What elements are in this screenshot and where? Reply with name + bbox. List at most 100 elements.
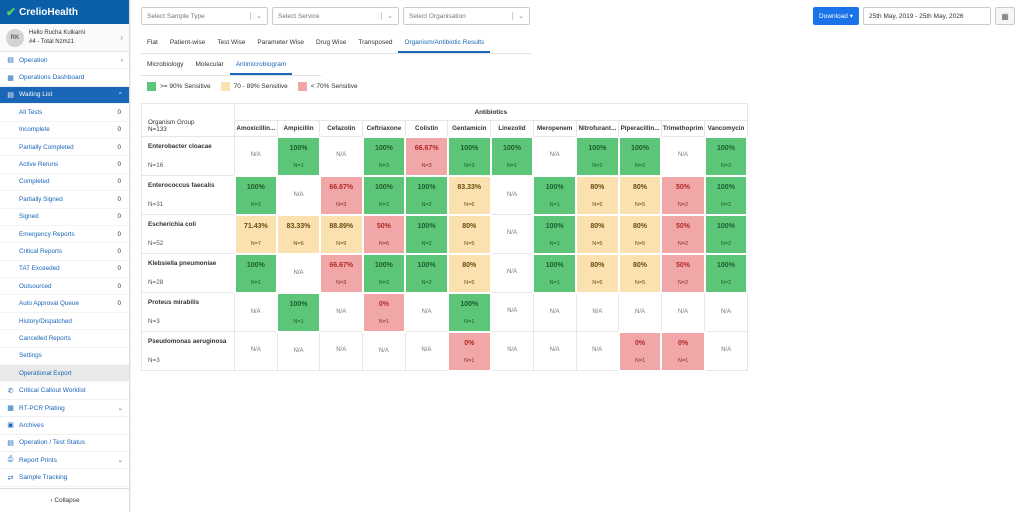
sensitivity-cell[interactable]: N/A xyxy=(704,292,748,332)
column-header[interactable]: Linezolid xyxy=(490,120,534,137)
sensitivity-cell[interactable]: 100% N=1 xyxy=(276,135,321,177)
column-header[interactable]: Amoxicillin... xyxy=(234,120,278,137)
sensitivity-cell[interactable]: 50% N=6 xyxy=(361,213,407,255)
sensitivity-cell[interactable]: 80% N=5 xyxy=(575,213,620,255)
sensitivity-cell[interactable]: 100% N=1 xyxy=(276,291,321,333)
sensitivity-cell[interactable]: N/A xyxy=(532,136,577,176)
download-button[interactable]: Download ▾ xyxy=(813,7,859,25)
sensitivity-cell[interactable]: N/A xyxy=(660,136,706,176)
sensitivity-cell[interactable]: N/A xyxy=(404,292,449,332)
sensitivity-cell[interactable]: N/A xyxy=(532,331,577,371)
sidebar-item-all-tests[interactable]: All Tests 0 xyxy=(0,104,129,122)
column-header[interactable]: Cefazolin xyxy=(319,120,364,137)
sensitivity-cell[interactable]: 100% N=2 xyxy=(404,174,449,216)
collapse-button[interactable]: ‹ Collapse xyxy=(0,488,129,512)
nav-rt-pcr-plating[interactable]: ▦ RT-PCR Plating ⌄ xyxy=(0,400,129,418)
sensitivity-cell[interactable]: N/A xyxy=(404,331,449,371)
sensitivity-cell[interactable]: N/A xyxy=(490,331,534,371)
sensitivity-cell[interactable]: N/A xyxy=(575,331,620,371)
sensitivity-cell[interactable]: 100% N=3 xyxy=(703,135,749,177)
date-range-input[interactable]: 25th May, 2019 - 25th May, 2026 xyxy=(863,7,991,25)
sensitivity-cell[interactable]: 100% N=1 xyxy=(532,252,577,294)
sensitivity-cell[interactable]: 50% N=2 xyxy=(660,174,706,216)
sidebar-item-operational-export[interactable]: Operational Export xyxy=(0,365,129,383)
sensitivity-cell[interactable]: N/A xyxy=(362,331,406,371)
sensitivity-cell[interactable]: N/A xyxy=(532,292,577,332)
sensitivity-cell[interactable]: N/A xyxy=(490,214,534,254)
sidebar-item-incomplete[interactable]: Incomplete 0 xyxy=(0,122,129,139)
sensitivity-cell[interactable]: 83.33% N=6 xyxy=(276,213,321,255)
sensitivity-cell[interactable]: 0% N=1 xyxy=(617,330,663,372)
sensitivity-cell[interactable]: 100% N=1 xyxy=(532,174,577,216)
sensitivity-cell[interactable]: 50% N=2 xyxy=(660,213,706,255)
tab-parameter-wise[interactable]: Parameter Wise xyxy=(257,39,305,46)
sensitivity-cell[interactable]: 80% N=5 xyxy=(617,252,663,294)
nav-operations-dashboard[interactable]: ▦ Operations Dashboard xyxy=(0,69,129,87)
column-header[interactable]: Trimethoprim xyxy=(660,120,706,137)
sensitivity-cell[interactable]: 100% N=2 xyxy=(703,252,749,294)
sensitivity-cell[interactable]: 100% N=2 xyxy=(575,135,620,177)
sensitivity-cell[interactable]: N/A xyxy=(490,175,534,215)
tab-flat[interactable]: Flat xyxy=(147,39,158,46)
calendar-icon[interactable]: ▦ xyxy=(995,7,1015,25)
nav-waiting-list[interactable]: ▤ Waiting List ⌃ xyxy=(0,86,129,105)
tab-organism-antibiotic-results[interactable]: Organism/Antibiotic Results xyxy=(398,35,491,53)
nav-archives[interactable]: ▣ Archives xyxy=(0,417,129,435)
sidebar-item-emergency-reports[interactable]: Emergency Reports 0 xyxy=(0,226,129,244)
sensitivity-cell[interactable]: N/A xyxy=(490,292,534,332)
sensitivity-cell[interactable]: 100% N=3 xyxy=(361,135,407,177)
sensitivity-cell[interactable]: 80% N=5 xyxy=(617,213,663,255)
tab-transposed[interactable]: Transposed xyxy=(358,39,393,46)
sidebar-item-outsourced[interactable]: Outsourced 0 xyxy=(0,278,129,296)
subtab-molecular[interactable]: Molecular xyxy=(195,61,224,68)
sensitivity-cell[interactable]: N/A xyxy=(618,292,662,332)
sidebar-item-critical-reports[interactable]: Critical Reports 0 xyxy=(0,243,129,261)
sensitivity-cell[interactable]: 66.67% N=3 xyxy=(404,135,449,177)
sensitivity-cell[interactable]: N/A xyxy=(234,136,278,176)
sensitivity-cell[interactable]: 66.67% N=3 xyxy=(318,252,364,294)
sidebar-item-partially-completed[interactable]: Partially Completed 0 xyxy=(0,139,129,157)
filter-select-0[interactable]: Select Sample Type ⌄ xyxy=(141,7,268,25)
sensitivity-cell[interactable]: 100% N=2 xyxy=(361,252,407,294)
column-header[interactable]: Nitrofurant... xyxy=(575,120,620,137)
sensitivity-cell[interactable]: N/A xyxy=(234,331,278,371)
sensitivity-cell[interactable]: 80% N=5 xyxy=(575,252,620,294)
sensitivity-cell[interactable]: N/A xyxy=(319,292,364,332)
sidebar-item-settings[interactable]: Settings xyxy=(0,348,129,366)
subtab-antimicrobiogram[interactable]: Antimicrobiogram xyxy=(229,57,293,75)
sensitivity-cell[interactable]: 100% N=2 xyxy=(361,174,407,216)
tab-drug-wise[interactable]: Drug Wise xyxy=(316,39,347,46)
sensitivity-cell[interactable]: N/A xyxy=(234,292,278,332)
sensitivity-cell[interactable]: N/A xyxy=(276,253,321,293)
sensitivity-cell[interactable]: 100% N=2 xyxy=(404,213,449,255)
column-header[interactable]: Ampicillin xyxy=(276,120,321,137)
column-header[interactable]: Colistin xyxy=(404,120,449,137)
tab-test-wise[interactable]: Test Wise xyxy=(217,39,246,46)
sidebar-item-active-reruns[interactable]: Active Reruns 0 xyxy=(0,156,129,174)
sensitivity-cell[interactable]: 100% N=2 xyxy=(703,213,749,255)
sensitivity-cell[interactable]: 0% N=1 xyxy=(361,291,407,333)
sensitivity-cell[interactable]: N/A xyxy=(490,253,534,293)
column-header[interactable]: Meropenem xyxy=(532,120,577,137)
sensitivity-cell[interactable]: 80% N=5 xyxy=(446,213,492,255)
tab-patient-wise[interactable]: Patient-wise xyxy=(169,39,206,46)
user-profile[interactable]: RK Hello Rucha Kulkarni #4 - Total Nzmz1… xyxy=(0,24,129,52)
sensitivity-cell[interactable]: 83.33% N=6 xyxy=(446,174,492,216)
sensitivity-cell[interactable]: 100% N=2 xyxy=(617,135,663,177)
filter-select-1[interactable]: Select Service ⌄ xyxy=(272,7,399,25)
sensitivity-cell[interactable]: N/A xyxy=(660,292,706,332)
sensitivity-cell[interactable]: 100% N=2 xyxy=(404,252,449,294)
sensitivity-cell[interactable]: 80% N=5 xyxy=(575,174,620,216)
column-header[interactable]: Vancomycin xyxy=(704,120,748,137)
sensitivity-cell[interactable]: 100% N=1 xyxy=(489,135,535,177)
sensitivity-cell[interactable]: 50% N=2 xyxy=(660,252,706,294)
sensitivity-cell[interactable]: 0% N=1 xyxy=(660,330,706,372)
filter-select-2[interactable]: Select Organisation ⌄ xyxy=(403,7,530,25)
sensitivity-cell[interactable]: N/A xyxy=(276,175,321,215)
brand-logo[interactable]: ✔ CrelioHealth xyxy=(0,0,129,24)
sensitivity-cell[interactable]: 71.43% N=7 xyxy=(233,213,279,255)
sidebar-item-tat-exceeded[interactable]: TAT Exceeded 0 xyxy=(0,261,129,279)
nav-critical-callout-worklist[interactable]: ✆ Critical Callout Worklist xyxy=(0,382,129,400)
sidebar-item-signed[interactable]: Signed 0 xyxy=(0,209,129,226)
sidebar-item-completed[interactable]: Completed 0 xyxy=(0,174,129,192)
